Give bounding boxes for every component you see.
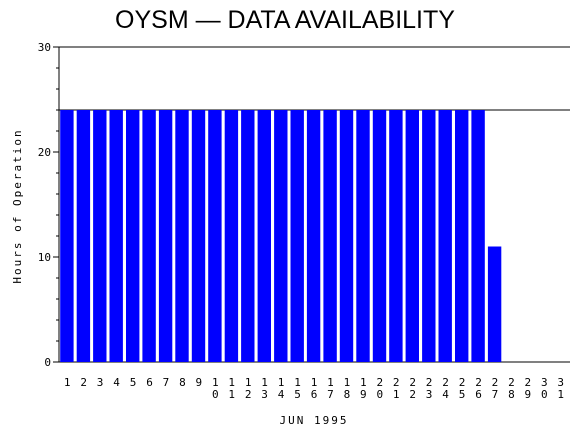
bar-day-27 <box>487 246 502 362</box>
x-tick-label: 9 <box>195 376 202 389</box>
x-axis: 1 2 3 4 5 6 7 8 9 1 01 11 21 31 41 51 61 71 81 92 02 12 22 32 42… <box>64 376 564 401</box>
y-axis-label: Hours of Operation <box>11 128 24 283</box>
bar-day-10 <box>208 110 222 362</box>
bar-day-3 <box>93 110 107 362</box>
bar-day-25 <box>455 110 469 362</box>
y-axis: 0 10 20 30 <box>38 41 59 369</box>
bar-day-19 <box>356 110 370 362</box>
bar-day-26 <box>471 110 485 362</box>
bar-day-22 <box>405 110 419 362</box>
x-tick-label: 2 <box>80 376 87 389</box>
bar-day-7 <box>158 110 173 362</box>
y-tick-label: 30 <box>38 41 51 54</box>
x-tick-label: 6 <box>146 376 153 389</box>
bar-day-21 <box>389 110 403 362</box>
bar-day-6 <box>142 110 156 362</box>
bar-day-9 <box>191 110 206 362</box>
y-tick-label: 10 <box>38 251 51 264</box>
x-axis-label: JUN 1995 <box>280 414 349 427</box>
x-tick-label: 5 <box>130 376 137 389</box>
y-tick-label: 20 <box>38 146 51 159</box>
x-tick-label: 8 <box>179 376 186 389</box>
x-tick-label: 3 <box>97 376 104 389</box>
x-tick-label: 7 <box>163 376 170 389</box>
bar-day-16 <box>306 110 321 362</box>
bar-day-17 <box>323 110 337 362</box>
bar-day-8 <box>175 110 189 362</box>
bar-day-23 <box>422 110 436 362</box>
bar-day-13 <box>257 110 271 362</box>
bar-day-11 <box>224 110 239 362</box>
y-tick-label: 0 <box>44 356 51 369</box>
bar-day-5 <box>126 110 140 362</box>
x-tick-label: 4 <box>113 376 120 389</box>
bar-day-14 <box>274 110 288 362</box>
x-tick-label: 1 <box>64 376 71 389</box>
bar-day-4 <box>109 110 123 362</box>
bar-day-1 <box>60 110 74 362</box>
bar-day-12 <box>241 110 255 362</box>
bar-day-2 <box>76 110 91 362</box>
bar-day-20 <box>372 110 387 362</box>
bar-day-15 <box>290 110 304 362</box>
chart-title: OYSM — DATA AVAILABILITY <box>115 6 455 34</box>
bars <box>60 110 502 362</box>
bar-day-18 <box>339 110 354 362</box>
bar-day-24 <box>438 110 452 362</box>
